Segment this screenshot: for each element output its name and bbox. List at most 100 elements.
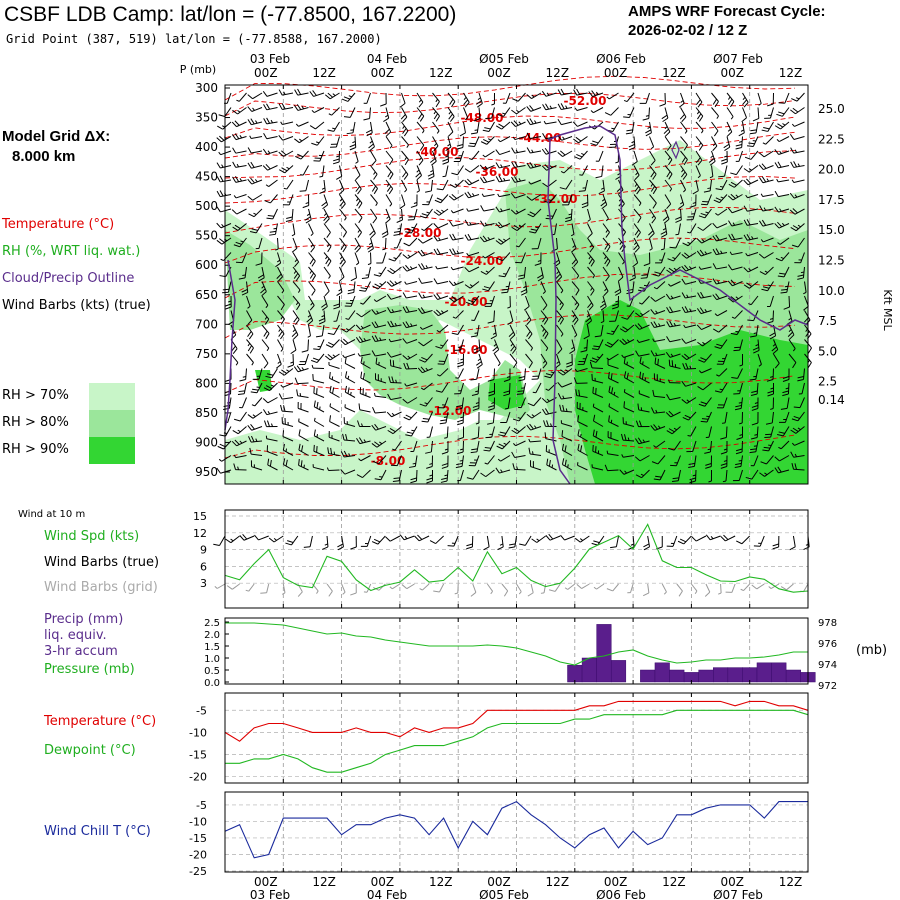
wind-barb <box>697 382 712 391</box>
wind-barb-flag <box>369 230 375 236</box>
wind-barb-halfflag <box>701 239 705 243</box>
wind-barb-halfflag <box>604 256 607 260</box>
wind-barb-flag <box>425 190 432 193</box>
wind-barb-staff <box>462 136 464 148</box>
wind-barb <box>370 179 378 195</box>
wind-barb-flag <box>346 132 354 135</box>
wind-barb-grid <box>245 583 255 592</box>
wind-barb-staff <box>313 450 325 456</box>
wind-barb-flag <box>374 441 380 446</box>
wind-barb-flag <box>712 294 718 300</box>
wind-barb-staff <box>385 223 389 235</box>
wind-barb-staff <box>660 252 666 264</box>
wind-barb-staff <box>333 324 340 335</box>
wind-barb-flag <box>323 215 329 221</box>
wind-barb-flag <box>571 259 577 265</box>
wind-barb-halfflag <box>294 259 298 263</box>
wind-barb-flag <box>433 310 439 317</box>
wind-barb-staff <box>453 208 464 214</box>
wind-barb-flag <box>743 234 748 241</box>
wind-barb-flag <box>442 161 449 165</box>
wind-barb-staff <box>261 266 265 278</box>
wind-barb-flag <box>416 175 422 181</box>
wind-barb-halfflag <box>549 165 553 169</box>
wind-barb <box>373 295 387 303</box>
wind-barb-staff <box>235 455 247 459</box>
wind-barb-staff <box>416 107 425 117</box>
wind-barb <box>294 136 309 144</box>
wind-barb <box>762 440 774 452</box>
wind-barb <box>700 411 712 423</box>
wind-barb-flag <box>715 248 720 255</box>
wind-barb <box>510 120 526 127</box>
wind-barb <box>233 463 247 471</box>
wind-barb-staff <box>778 208 790 213</box>
wind-barb <box>631 150 638 166</box>
wind-barb-flag <box>470 378 477 381</box>
wind-barb <box>520 281 528 296</box>
wind-barb-flag <box>697 226 704 231</box>
wind-barb <box>321 295 328 311</box>
wind-barb <box>735 136 743 150</box>
wind-barb <box>608 371 619 384</box>
wind-barb-flag <box>575 389 578 396</box>
wind-barb-halfflag <box>474 129 478 131</box>
wind-barb-grid-flag <box>780 586 787 591</box>
wind-barb-flag <box>341 98 349 102</box>
wind-barb-halfflag <box>588 256 592 260</box>
wind-barb-halfflag <box>466 252 469 257</box>
wind-barb-staff <box>757 353 762 365</box>
wind-barb <box>525 324 533 340</box>
wind-barb <box>325 353 340 361</box>
wind-barb <box>708 469 712 483</box>
wind-barb-staff <box>494 353 501 364</box>
wind-barb-flag <box>298 429 301 436</box>
wind-barb-halfflag <box>253 212 257 216</box>
wind-barb-halfflag <box>430 170 434 173</box>
wind-barb-flag <box>329 371 331 379</box>
wind-barb <box>329 385 340 398</box>
wind-barb-flag <box>564 459 567 467</box>
wind-barb <box>291 237 298 253</box>
wind-barb-staff <box>428 194 433 205</box>
wind-barb <box>309 121 325 130</box>
wind-barb-true-staff <box>486 535 490 547</box>
wind-barb <box>262 91 278 97</box>
wind-barb-staff <box>292 237 298 249</box>
wind-barb-staff <box>514 194 526 199</box>
wind-barb-staff <box>540 266 544 278</box>
wind-barb-true <box>447 535 459 547</box>
wind-barb-flag <box>381 230 388 235</box>
wind-barb <box>480 136 495 145</box>
wind-barb-staff <box>468 252 480 257</box>
wind-barb-flag <box>343 116 351 118</box>
wind-barb-halfflag <box>411 226 415 229</box>
wind-barb-flag <box>730 332 738 336</box>
wind-barb-flag <box>559 404 562 412</box>
wind-barb-flag <box>593 345 600 348</box>
wind-barb <box>696 307 712 315</box>
wind-barb <box>510 192 526 199</box>
wind-barb-grid-halfflag <box>718 592 722 595</box>
wind-barb-staff <box>664 136 672 146</box>
wind-barb <box>650 424 666 431</box>
wind-barb-staff <box>282 121 294 126</box>
wind-barb-halfflag <box>574 334 578 338</box>
wind-barb-staff <box>675 455 681 466</box>
wind-barb-true <box>483 535 490 551</box>
wind-barb-flag <box>234 439 240 445</box>
wind-barb <box>623 92 635 102</box>
wind-barb-flag <box>666 171 671 178</box>
wind-barb-flag <box>652 202 657 209</box>
wind-barb-flag <box>386 411 392 418</box>
wind-barb-halfflag <box>436 329 440 333</box>
wind-barb <box>481 193 495 198</box>
wind-barb-flag <box>225 303 232 307</box>
windchill-tick: -25 <box>189 865 207 878</box>
wind-barb-flag <box>619 339 625 345</box>
wind-barb-staff <box>530 453 542 456</box>
wind-speed-tick: 3 <box>200 577 207 590</box>
wind-barb-flag <box>577 429 580 436</box>
wind-barb <box>416 136 425 151</box>
wind-barb-staff <box>701 237 712 244</box>
